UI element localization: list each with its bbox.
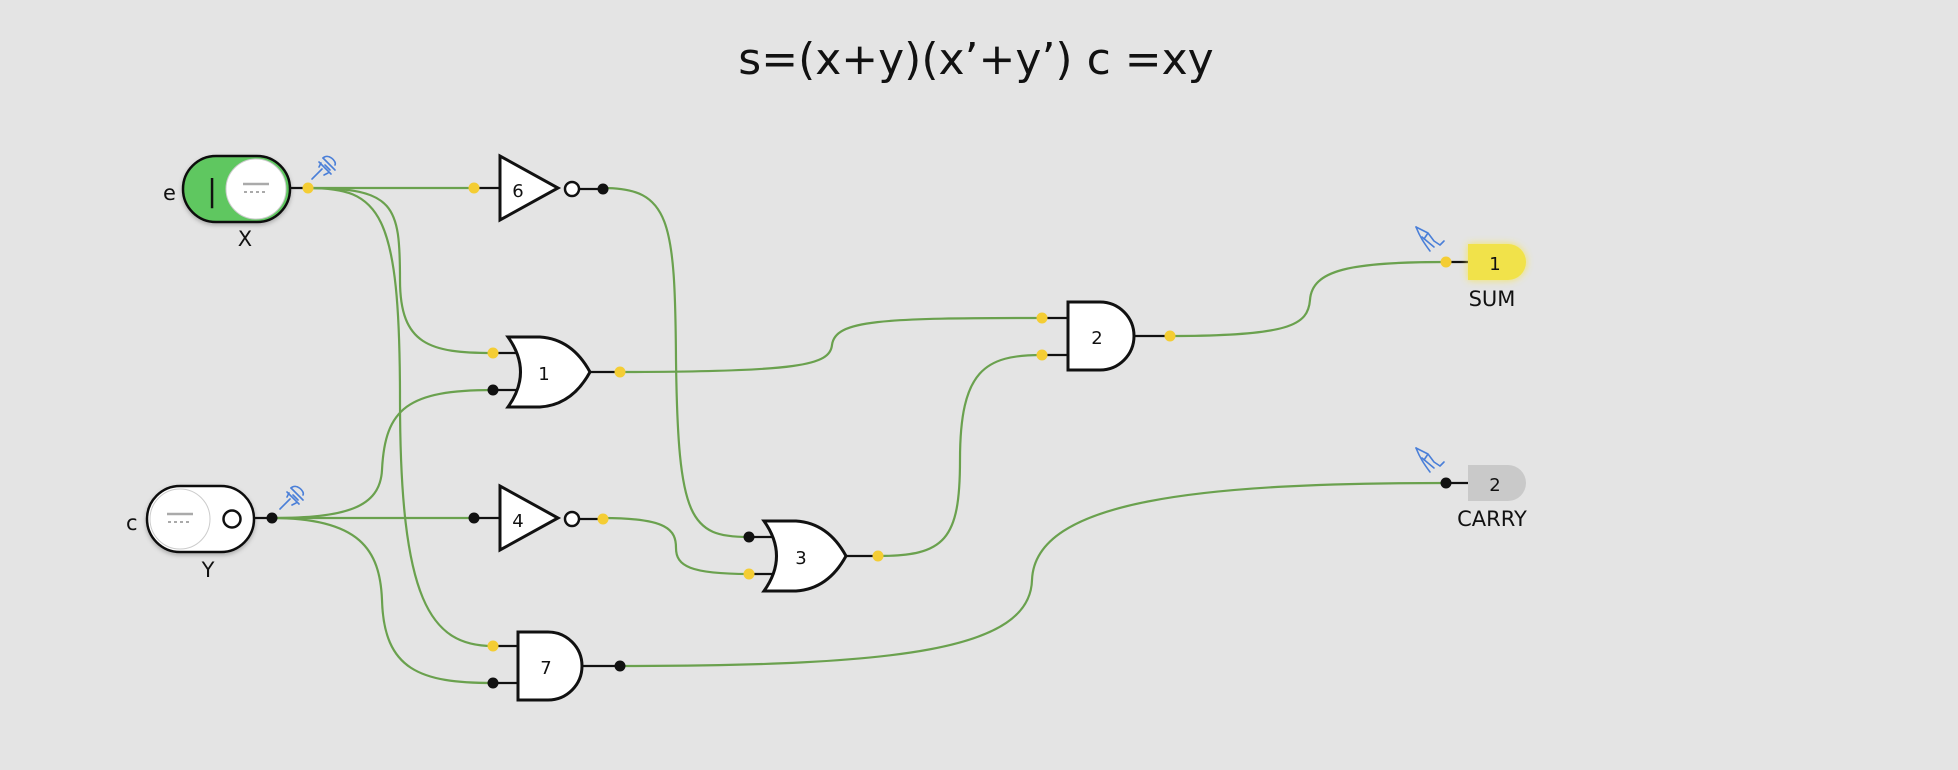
switch-x-on-symbol: |	[207, 174, 217, 209]
gate-4-label: 4	[512, 511, 523, 532]
wire-and2-sum	[1169, 260, 1447, 338]
pin-or3-in-b	[743, 568, 755, 580]
pin-not6-in	[468, 182, 480, 194]
probe-pin-icon[interactable]	[311, 155, 337, 180]
pin-x-out	[302, 182, 314, 194]
output-led-carry[interactable]: 2 CARRY	[1415, 447, 1527, 531]
switch-dots-icon	[243, 182, 269, 193]
or-gate-1[interactable]: 1	[493, 335, 620, 409]
input-x-side-label: e	[163, 181, 176, 205]
probe-pin-icon[interactable]	[1415, 447, 1445, 473]
input-switch-x[interactable]: e | X	[163, 154, 337, 251]
wire-not4-or3	[602, 516, 750, 576]
diagram-title: s=(x+y)(x’+y’) c =xy	[738, 34, 1213, 85]
wire-y-and7	[271, 516, 494, 685]
pin-y-out	[266, 512, 278, 524]
pin-and2-out	[1164, 330, 1176, 342]
switch-x-knob[interactable]	[225, 158, 287, 220]
wire-and7-carry	[619, 481, 1447, 668]
wire-or1-and2	[619, 316, 1043, 374]
signal-pins	[266, 182, 1452, 689]
wire-x-or1	[307, 186, 494, 355]
output-carry-id: 2	[1489, 475, 1500, 496]
output-carry-name: CARRY	[1457, 507, 1527, 531]
wire-not6-or3	[602, 186, 750, 539]
pin-or1-in-a	[487, 347, 499, 359]
not-gate-6[interactable]: 6	[474, 153, 603, 223]
pin-carry-in	[1440, 477, 1452, 489]
wire-or3-and2	[877, 353, 1043, 558]
or-gate-3[interactable]: 3	[749, 519, 878, 593]
pin-and7-in-b	[487, 677, 499, 689]
input-y-side-label: c	[126, 511, 138, 535]
probe-pin-icon[interactable]	[279, 485, 305, 510]
pin-and2-in-a	[1036, 312, 1048, 324]
and-gate-7[interactable]: 7	[493, 630, 620, 702]
wire-y-or1	[271, 388, 494, 520]
gate-2-label: 2	[1091, 328, 1102, 349]
switch-y-off-symbol	[222, 509, 242, 529]
gate-7-label: 7	[540, 658, 551, 679]
gate-1-label: 1	[538, 364, 549, 385]
pin-and7-out	[614, 660, 626, 672]
pin-not4-out	[597, 513, 609, 525]
input-switch-y[interactable]: c Y	[126, 484, 305, 582]
not-gate-4[interactable]: 4	[474, 483, 603, 553]
wires	[271, 186, 1447, 685]
wire-x-and7	[307, 186, 494, 648]
pin-or3-out	[872, 550, 884, 562]
and-gate-2[interactable]: 2	[1042, 300, 1170, 372]
switch-y-knob[interactable]	[149, 488, 211, 550]
input-y-name: Y	[201, 558, 215, 582]
probe-pin-icon[interactable]	[1415, 226, 1445, 252]
pin-or1-out	[614, 366, 626, 378]
input-x-name: X	[238, 227, 252, 251]
pin-and7-in-a	[487, 640, 499, 652]
pin-sum-in	[1440, 256, 1452, 268]
switch-dots-icon	[167, 512, 193, 523]
pin-or3-in-a	[743, 531, 755, 543]
gate-3-label: 3	[795, 548, 806, 569]
output-sum-id: 1	[1489, 254, 1500, 275]
pin-or1-in-b	[487, 384, 499, 396]
pin-and2-in-b	[1036, 349, 1048, 361]
output-sum-name: SUM	[1469, 287, 1516, 311]
output-led-sum[interactable]: 1 SUM	[1415, 226, 1526, 311]
gate-6-label: 6	[512, 181, 523, 202]
pin-not4-in	[468, 512, 480, 524]
pin-not6-out	[597, 183, 609, 195]
